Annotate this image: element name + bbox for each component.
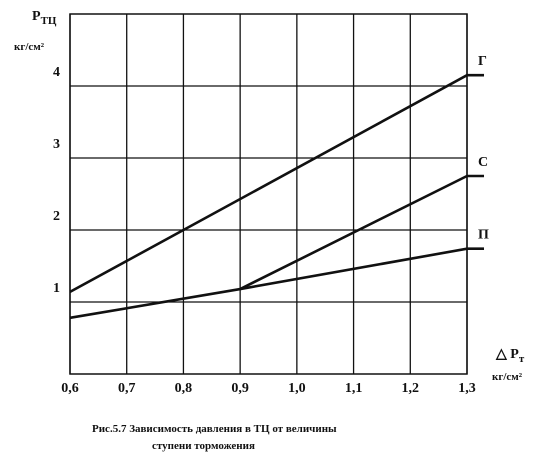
line-label: Г	[478, 54, 487, 69]
line-label: П	[478, 228, 489, 243]
y-label-sub: ТЦ	[41, 15, 57, 27]
x-tick-label: 1,2	[402, 381, 420, 396]
plot-frame	[69, 13, 468, 375]
y-tick-label: 2	[53, 209, 60, 224]
y-tick-label: 3	[53, 137, 60, 152]
x-label-sub: т	[519, 353, 525, 365]
caption: Рис.5.7 Зависимость давления в ТЦ от вел…	[92, 423, 337, 435]
x-label: △ Р	[495, 347, 519, 362]
data-line	[69, 247, 485, 320]
x-tick-label: 1,1	[345, 381, 363, 396]
y-axis-label: РТЦ	[32, 9, 57, 27]
x-tick-label: 1,0	[288, 381, 306, 396]
data-line	[239, 174, 485, 291]
caption: ступени торможения	[152, 440, 255, 452]
x-unit: кг/см²	[492, 371, 523, 383]
x-tick-label: 0,7	[118, 381, 136, 396]
x-tick-label: 0,6	[61, 381, 79, 396]
y-tick-label: 1	[53, 281, 60, 296]
x-tick-label: 0,9	[231, 381, 249, 396]
y-label: Р	[32, 9, 41, 24]
data-line	[69, 73, 485, 294]
x-tick-label: 0,8	[175, 381, 193, 396]
line-label: С	[478, 155, 488, 170]
x-axis-label: △ Рт	[495, 347, 525, 365]
y-unit: кг/см²	[14, 41, 45, 53]
x-tick-label: 1,3	[458, 381, 476, 396]
y-tick-label: 4	[53, 65, 60, 80]
